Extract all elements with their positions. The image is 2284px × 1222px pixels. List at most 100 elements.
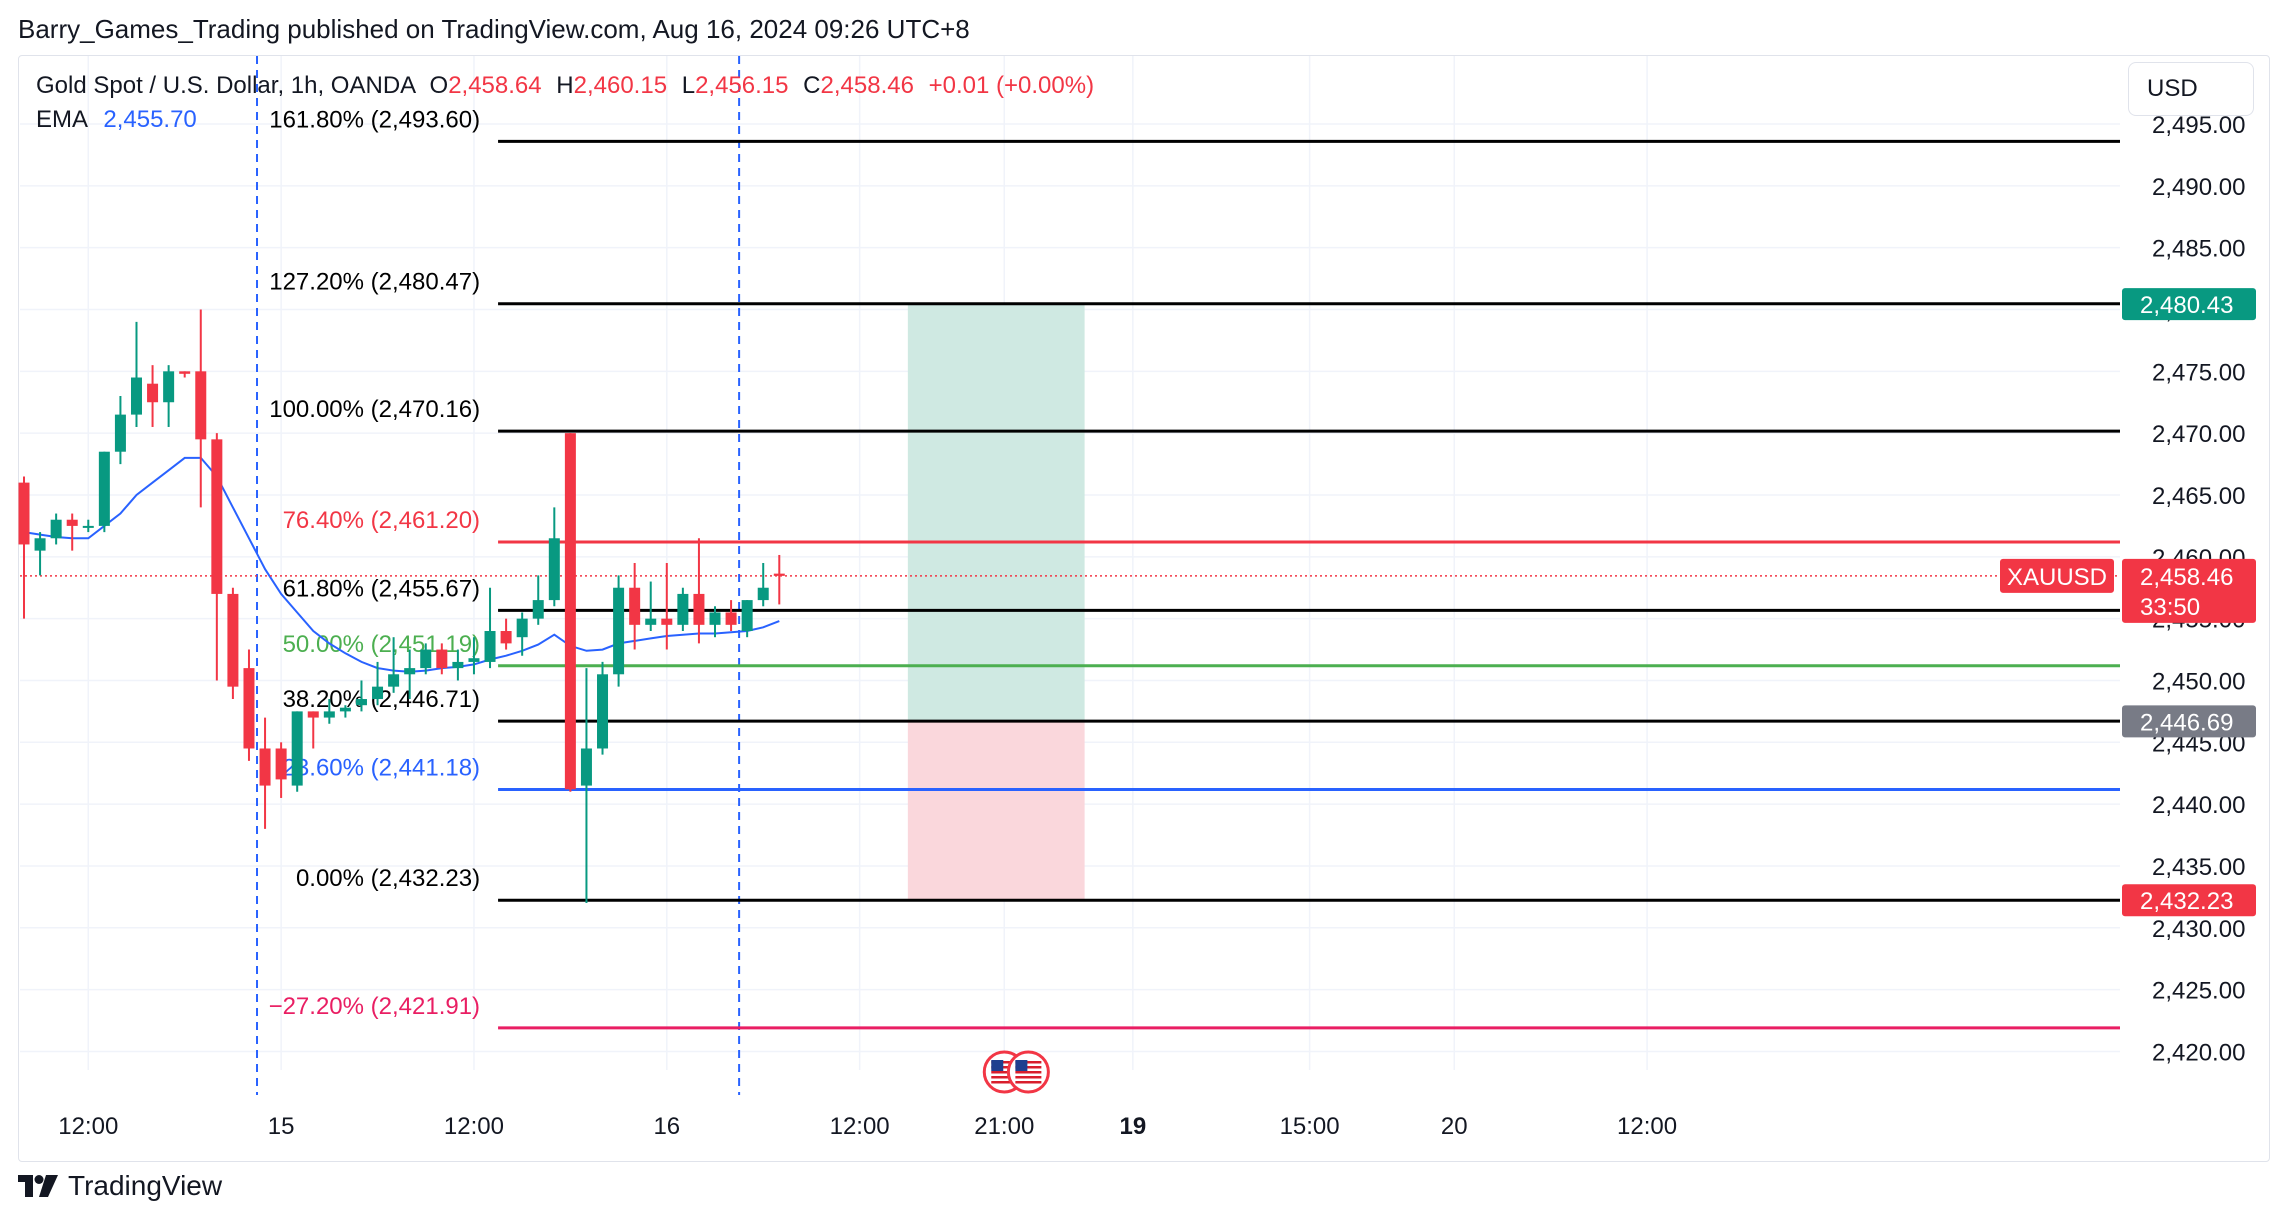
candle (211, 433, 223, 681)
candle (420, 643, 432, 675)
candle (66, 513, 78, 551)
price-tick-label: 2,465.00 (2152, 483, 2245, 510)
candle-body (532, 600, 544, 619)
time-tick-label: 19 (1119, 1113, 1146, 1140)
candle-body (163, 371, 175, 403)
candle-body (564, 433, 576, 790)
price-tick-label: 2,470.00 (2152, 421, 2245, 448)
candle-body (773, 573, 785, 576)
candle-body (597, 674, 609, 749)
fibonacci-retracement: 161.80% (2,493.60) 127.20% (2,480.47) 100.… (269, 106, 2120, 1030)
candle (243, 649, 255, 761)
ohlc-legend[interactable]: Gold Spot / U.S. Dollar, 1h, OANDA O2,45… (36, 72, 1094, 100)
candle-body (98, 451, 110, 526)
candle-body (741, 600, 753, 632)
candle (757, 563, 769, 607)
stop-zone (907, 721, 1085, 901)
price-badge-label: 2,480.43 (2140, 292, 2233, 319)
fib-level-label: 0.00% (2,432.23) (296, 865, 480, 892)
price-badge: 2,480.43 (2122, 288, 2256, 321)
session-breaks (256, 56, 741, 1095)
candle (163, 365, 175, 427)
candle (564, 433, 576, 792)
candle-body (179, 371, 191, 374)
current-price-badge: 2,458.46 33:50 (2122, 558, 2256, 623)
price-tick-label: 2,495.00 (2152, 112, 2245, 139)
candle-body (725, 612, 737, 625)
candle-body (355, 699, 367, 706)
candle-body (580, 748, 592, 786)
candle (661, 563, 673, 650)
time-tick-label: 21:00 (974, 1113, 1034, 1140)
price-badge-bg (2122, 705, 2256, 738)
flag-stripe (1015, 1081, 1042, 1084)
current-price-badge-bg (2122, 558, 2256, 623)
tradingview-brand-text: TradingView (68, 1170, 223, 1201)
candle (516, 612, 528, 656)
candle-body (34, 538, 46, 551)
candle (725, 600, 737, 632)
candle (179, 371, 191, 378)
target-zone (907, 304, 1085, 722)
price-tick-label: 2,435.00 (2152, 854, 2245, 881)
ema-value: 2,455.70 (103, 106, 197, 133)
candle (275, 742, 287, 798)
candle-body (629, 587, 641, 625)
high-value: 2,460.15 (573, 72, 668, 99)
candle-body (709, 612, 721, 625)
footer-brand[interactable]: TradingView (18, 1170, 222, 1202)
time-tick-label: 15:00 (1280, 1113, 1340, 1140)
candle (82, 519, 94, 533)
candle (259, 717, 271, 829)
us-flag-event-icon (1006, 1050, 1050, 1094)
candle-body (452, 661, 464, 669)
symbol-badge: XAUUSD (2000, 558, 2114, 593)
flag-stripe (991, 1061, 1018, 1064)
time-tick-label: 15 (268, 1113, 295, 1140)
candle (114, 396, 126, 465)
ema-legend[interactable]: EMA 2,455.70 (36, 106, 197, 134)
candle-body (211, 439, 223, 594)
candle-body (404, 668, 416, 675)
candle-body (66, 519, 78, 526)
candle-body (339, 707, 351, 712)
candle (98, 451, 110, 533)
price-tick-label: 2,450.00 (2152, 668, 2245, 695)
candle-body (436, 649, 448, 669)
candle (532, 575, 544, 625)
candle-body (484, 631, 496, 662)
candle (339, 705, 351, 718)
candle (34, 532, 46, 576)
candle-body (259, 748, 271, 786)
candle-body (227, 593, 239, 687)
candle-body (50, 519, 62, 539)
candle (18, 476, 30, 619)
high-label: H (556, 72, 574, 99)
candle (436, 643, 448, 675)
candle-body (130, 377, 142, 415)
flag-stripe (991, 1071, 1018, 1074)
candle-body (195, 371, 207, 440)
chart-frame (18, 55, 2270, 1162)
flag-stripe (1015, 1076, 1042, 1079)
flag-stripe (1015, 1061, 1042, 1064)
candle (227, 587, 239, 700)
candle-body (500, 631, 512, 644)
current-price-label: 2,458.46 (2140, 564, 2233, 591)
open-label: O (429, 72, 449, 99)
fib-level-label: −27.20% (2,421.91) (269, 993, 481, 1020)
candle (484, 587, 496, 669)
time-axis: 12:00 15 12:00 16 12:00 21:00 19 15:00 20 12:00 (58, 1113, 1677, 1140)
candle-body (291, 711, 303, 786)
currency-button[interactable]: USD (2128, 62, 2254, 116)
candle (629, 563, 641, 650)
price-badge: 2,446.69 (2122, 705, 2256, 738)
candle (388, 637, 400, 693)
close-label: C (803, 72, 821, 99)
candle-body (693, 593, 705, 625)
price-tick-label: 2,425.00 (2152, 978, 2245, 1005)
candle-body (548, 538, 560, 601)
candle (307, 711, 319, 749)
time-tick-label: 16 (653, 1113, 680, 1140)
